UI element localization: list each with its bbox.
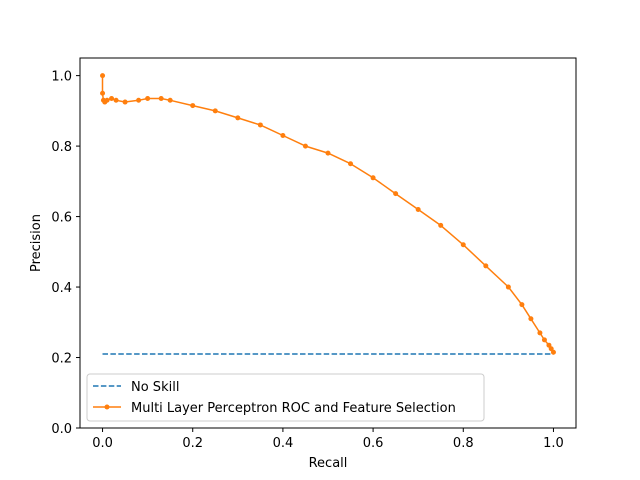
series-point xyxy=(438,222,444,228)
series-point xyxy=(113,97,119,103)
series-point xyxy=(235,115,241,121)
series-point xyxy=(483,263,489,269)
series-layer xyxy=(100,73,556,355)
y-tick-label: 0.6 xyxy=(51,211,72,226)
y-tick-label: 0.2 xyxy=(51,352,72,367)
plot-area xyxy=(80,58,576,428)
series-point xyxy=(212,108,218,114)
x-tick-label: 1.0 xyxy=(543,436,564,451)
series-point xyxy=(136,97,142,103)
series-point xyxy=(393,191,399,197)
series-point xyxy=(541,337,547,343)
y-tick-label: 0.0 xyxy=(51,422,72,437)
legend: No Skill Multi Layer Perceptron ROC and … xyxy=(86,373,485,422)
x-tick-label: 0.6 xyxy=(363,436,384,451)
series-point xyxy=(167,97,173,103)
series-point xyxy=(325,150,331,156)
series-point xyxy=(415,207,421,213)
series-point xyxy=(104,97,110,103)
x-tick-label: 0.2 xyxy=(182,436,203,451)
series-point xyxy=(100,90,106,96)
series-point xyxy=(109,96,115,102)
y-tick-label: 1.0 xyxy=(51,70,72,85)
series-point xyxy=(257,122,263,128)
series-point xyxy=(100,73,106,79)
legend-mlp-marker xyxy=(104,404,110,410)
series-point xyxy=(190,103,196,109)
series-point xyxy=(370,175,376,181)
legend-mlp-label: Multi Layer Perceptron ROC and Feature S… xyxy=(131,401,456,416)
y-tick-label: 0.8 xyxy=(51,140,72,155)
series-point xyxy=(505,284,511,290)
legend-box xyxy=(86,373,485,422)
series-point xyxy=(348,161,354,167)
axes-frame xyxy=(79,57,577,429)
series-point xyxy=(460,242,466,248)
x-axis-ticks: 0.0 0.2 0.4 0.6 0.8 1.0 xyxy=(92,428,564,451)
series-point xyxy=(550,349,556,355)
series-point xyxy=(528,316,534,322)
y-axis-ticks: 0.0 0.2 0.4 0.6 0.8 1.0 xyxy=(51,70,80,437)
series-point xyxy=(537,330,543,336)
x-axis-label: Recall xyxy=(309,456,348,471)
series-point xyxy=(280,133,286,139)
y-tick-label: 0.4 xyxy=(51,281,72,296)
y-axis-label: Precision xyxy=(29,214,44,272)
series-point xyxy=(519,302,525,308)
series-point xyxy=(302,143,308,149)
x-tick-label: 0.0 xyxy=(92,436,113,451)
x-tick-label: 0.4 xyxy=(273,436,294,451)
series-point xyxy=(145,96,151,102)
series-point xyxy=(158,96,164,102)
x-tick-label: 0.8 xyxy=(453,436,474,451)
series-point xyxy=(122,99,128,105)
legend-no-skill-label: No Skill xyxy=(131,380,179,395)
